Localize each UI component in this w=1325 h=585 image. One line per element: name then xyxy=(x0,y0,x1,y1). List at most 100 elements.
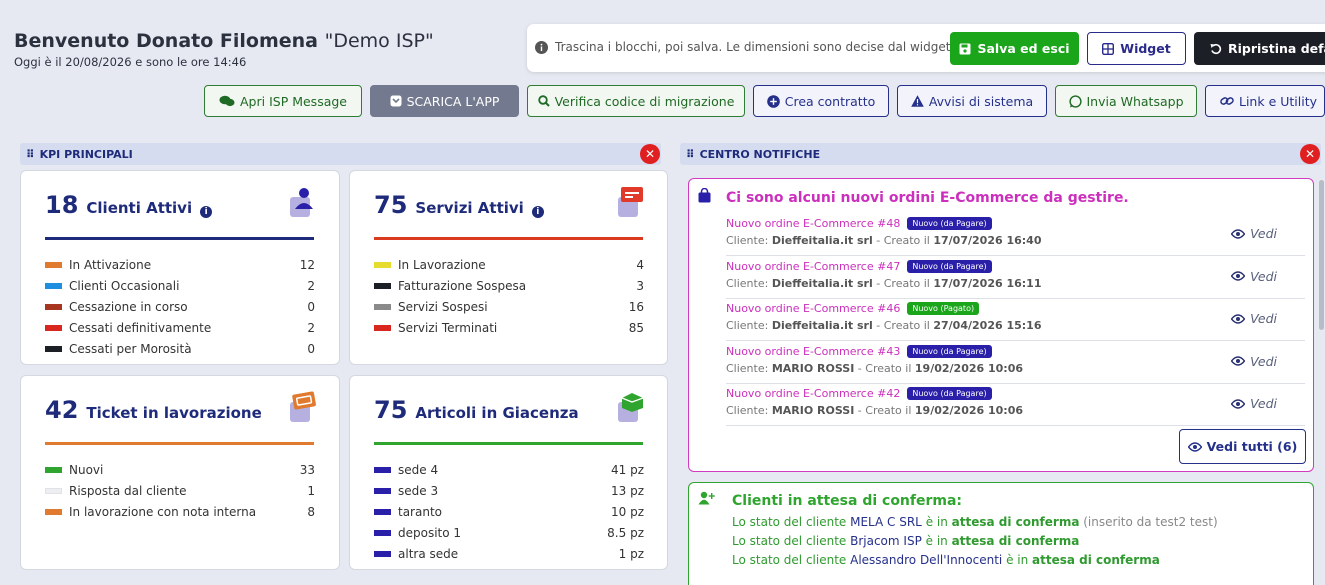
kpi-row-label: Nuovi xyxy=(69,463,104,478)
color-swatch xyxy=(45,324,62,331)
current-datetime: Oggi è il 20/08/2026 e sono le ore 14:46 xyxy=(14,55,247,69)
kpi-row: taranto 10 pz xyxy=(374,502,644,523)
kpi-row: Servizi Terminati 85 xyxy=(374,317,644,338)
view-order-link[interactable]: Vedi xyxy=(1231,354,1277,369)
kpi-row: Cessazione in corso 0 xyxy=(45,297,315,318)
drag-handle-icon[interactable]: ⠿ xyxy=(26,147,35,161)
order-status-badge: Nuovo (da Pagare) xyxy=(907,217,992,230)
order-name: Nuovo ordine E-Commerce #48 xyxy=(726,217,901,230)
order-title[interactable]: Nuovo ordine E-Commerce #46 Nuovo (Pagato… xyxy=(726,302,980,316)
kpi-count: 42 xyxy=(45,396,79,424)
color-swatch xyxy=(374,529,391,536)
whatsapp-label: Invia Whatsapp xyxy=(1086,93,1184,109)
kpi-row-value: 4 xyxy=(636,258,644,273)
kpi-divider xyxy=(45,237,314,240)
order-item: Nuovo ordine E-Commerce #42 Nuovo (da Pag… xyxy=(726,383,1305,427)
view-order-label: Vedi xyxy=(1250,268,1277,284)
chat-icon xyxy=(219,95,235,107)
close-notifications-widget-button[interactable]: ✕ xyxy=(1300,144,1320,164)
kpi-row: Nuovi 33 xyxy=(45,460,315,481)
user-plus-icon xyxy=(698,491,715,505)
app-icon xyxy=(390,95,402,107)
client-name-link[interactable]: Alessandro Dell'Innocenti xyxy=(850,553,1003,567)
kpi-row: Servizi Sospesi 16 xyxy=(374,297,644,318)
order-date: 19/02/2026 10:06 xyxy=(914,404,1023,418)
kpi-row-label: Cessati definitivamente xyxy=(69,320,212,335)
kpi-card-clients: 18 Clienti Attivi i In Attivazione 12 Clie… xyxy=(20,170,340,365)
widget-button[interactable]: Widget xyxy=(1087,32,1186,65)
view-order-link[interactable]: Vedi xyxy=(1231,226,1277,241)
system-alerts-button[interactable]: Avvisi di sistema xyxy=(897,85,1047,117)
view-order-link[interactable]: Vedi xyxy=(1231,311,1277,326)
order-title[interactable]: Nuovo ordine E-Commerce #42 Nuovo (da Pag… xyxy=(726,387,992,401)
info-icon[interactable]: i xyxy=(200,206,213,218)
close-kpi-widget-button[interactable]: ✕ xyxy=(640,144,660,164)
download-app-button[interactable]: SCARICA L'APP xyxy=(370,85,519,117)
kpi-row-value: 2 xyxy=(307,320,315,335)
view-order-link[interactable]: Vedi xyxy=(1231,269,1277,284)
kpi-section-header[interactable]: ⠿ KPI PRINCIPALI xyxy=(20,143,661,165)
toolbar-info: Trascina i blocchi, poi salva. Le dimens… xyxy=(535,40,954,54)
order-title[interactable]: Nuovo ordine E-Commerce #47 Nuovo (da Pag… xyxy=(726,259,992,273)
kpi-row: In Lavorazione 4 xyxy=(374,255,644,276)
kpi-card-stock: 75 Articoli in Giacenza sede 4 41 pz sede … xyxy=(349,375,668,570)
drag-handle-icon[interactable]: ⠿ xyxy=(686,147,695,161)
search-icon xyxy=(537,95,550,107)
kpi-label: Articoli in Giacenza xyxy=(415,404,579,422)
view-order-label: Vedi xyxy=(1250,353,1277,369)
kpi-row-label: Clienti Occasionali xyxy=(69,279,180,294)
kpi-row-label: altra sede xyxy=(398,546,459,561)
order-title[interactable]: Nuovo ordine E-Commerce #48 Nuovo (da Pag… xyxy=(726,217,992,230)
open-isp-message-button[interactable]: Apri ISP Message xyxy=(204,85,362,117)
color-swatch xyxy=(45,283,62,290)
kpi-rows: In Attivazione 12 Clienti Occasionali 2 Cess… xyxy=(45,255,315,359)
order-item: Nuovo ordine E-Commerce #48 Nuovo (da Pag… xyxy=(726,213,1305,256)
verify-migration-code-button[interactable]: Verifica codice di migrazione xyxy=(527,85,745,117)
client-name-link[interactable]: MELA C SRL xyxy=(850,515,922,529)
eye-icon xyxy=(1231,313,1246,324)
kpi-row-value: 8 xyxy=(307,504,315,519)
order-meta: Cliente: Dieffeitalia.it srl - Creato il… xyxy=(726,234,1042,247)
kpi-count: 18 xyxy=(45,191,79,219)
kpi-row-value: 85 xyxy=(628,320,644,335)
links-label: Link e Utility xyxy=(1239,93,1318,109)
kpi-row-value: 3 xyxy=(636,279,644,294)
kpi-row-label: sede 4 xyxy=(398,463,439,478)
save-and-exit-button[interactable]: Salva ed esci xyxy=(950,32,1079,65)
info-icon[interactable]: i xyxy=(531,206,544,218)
order-name: Nuovo ordine E-Commerce #43 xyxy=(726,344,901,358)
notifications-section-header[interactable]: ⠿ CENTRO NOTIFICHE xyxy=(680,143,1321,165)
reset-default-button[interactable]: Ripristina default xyxy=(1194,32,1325,65)
kpi-row: Risposta dal cliente 1 xyxy=(45,481,315,502)
kpi-rows: sede 4 41 pz sede 3 13 pz taranto 10 pz deposi… xyxy=(374,460,644,564)
order-status-badge: Nuovo (da Pagare) xyxy=(907,344,992,358)
welcome-title: Benvenuto Donato Filomena "Demo ISP" xyxy=(14,30,434,52)
kpi-row: deposito 1 8.5 pz xyxy=(374,522,644,543)
notifications-section-title: CENTRO NOTIFICHE xyxy=(699,147,821,161)
view-order-link[interactable]: Vedi xyxy=(1231,396,1277,411)
color-swatch xyxy=(374,508,391,515)
send-whatsapp-button[interactable]: Invia Whatsapp xyxy=(1055,85,1197,117)
kpi-row: In Attivazione 12 xyxy=(45,255,315,276)
view-all-orders-button[interactable]: Vedi tutti (6) xyxy=(1179,429,1306,464)
color-swatch xyxy=(374,303,391,310)
isp-message-label: Apri ISP Message xyxy=(240,93,347,109)
kpi-row-value: 1 xyxy=(307,484,315,499)
scrollbar-thumb[interactable] xyxy=(1319,180,1324,330)
eye-icon xyxy=(1187,441,1202,452)
order-status-badge: Nuovo (da Pagare) xyxy=(907,387,992,401)
color-swatch xyxy=(45,508,62,515)
links-utility-button[interactable]: Link e Utility xyxy=(1205,85,1325,117)
kpi-row: Cessati per Morosità 0 xyxy=(45,338,315,359)
warning-icon xyxy=(911,95,924,107)
kpi-row-value: 12 xyxy=(299,258,315,273)
color-swatch xyxy=(45,303,62,310)
create-contract-button[interactable]: Crea contratto xyxy=(753,85,889,117)
client-name-link[interactable]: Brjacom ISP xyxy=(850,534,922,548)
color-swatch xyxy=(45,488,62,495)
order-name: Nuovo ordine E-Commerce #42 xyxy=(726,387,901,401)
contract-label: Crea contratto xyxy=(784,93,876,109)
kpi-divider xyxy=(45,442,314,445)
client-status: attesa di conferma xyxy=(951,534,1080,548)
order-title[interactable]: Nuovo ordine E-Commerce #43 Nuovo (da Pag… xyxy=(726,344,992,358)
